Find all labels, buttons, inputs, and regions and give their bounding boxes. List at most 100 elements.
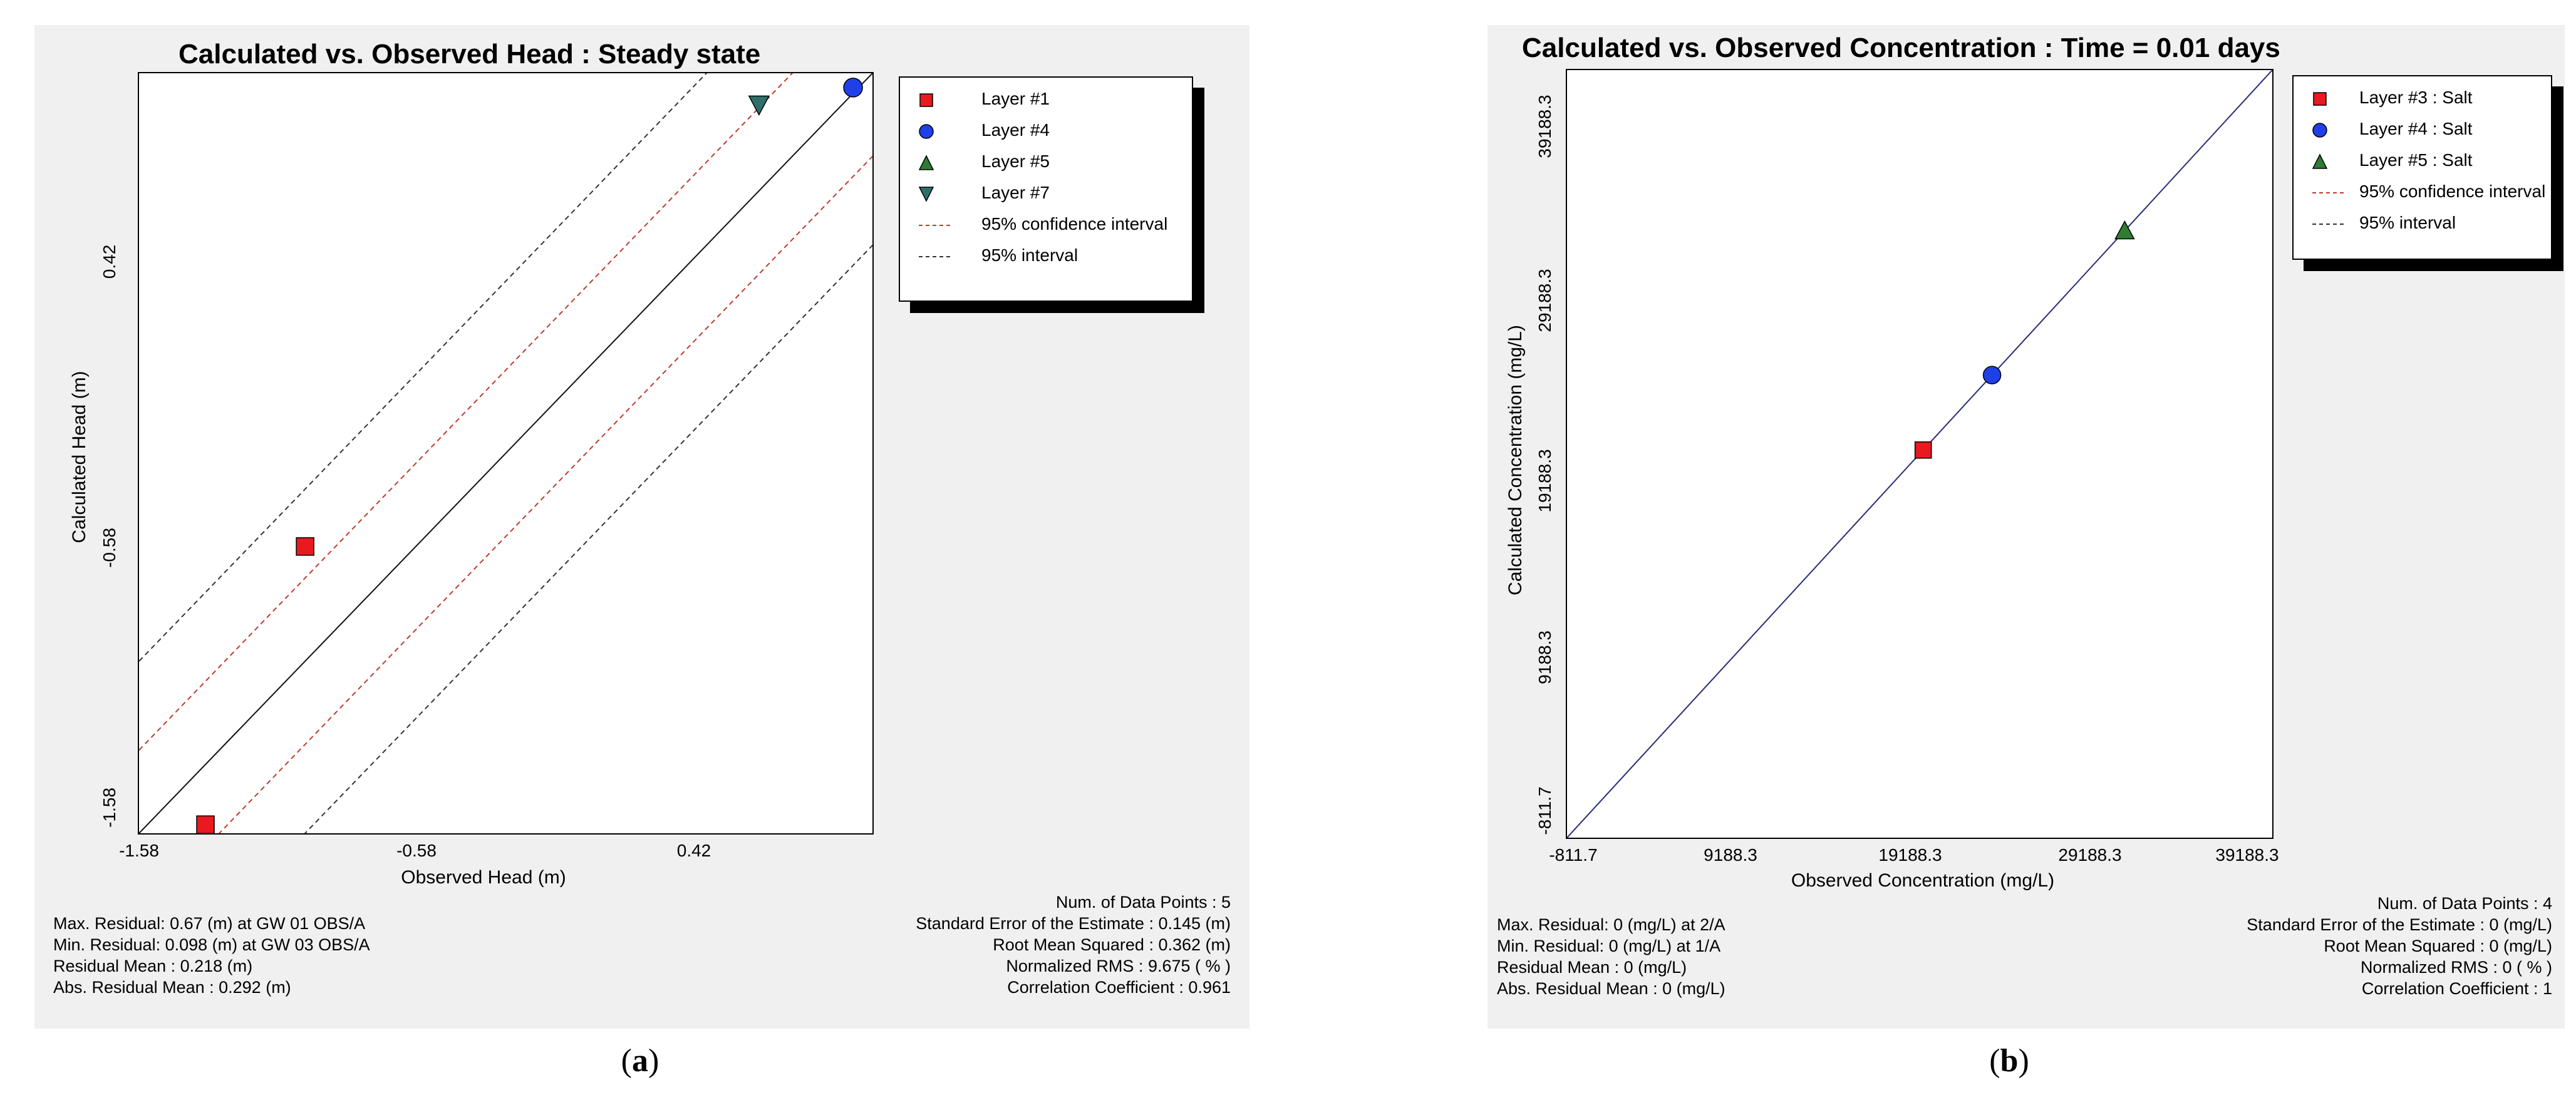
plot-area	[1566, 69, 2273, 839]
chart-title: Calculated vs. Observed Concentration : …	[1522, 33, 2280, 63]
caption-letter: b	[2000, 1043, 2019, 1079]
legend: Layer #1 Layer #4 Layer #5 Layer #7 95% …	[899, 76, 1193, 302]
legend-label: Layer #5 : Salt	[2359, 150, 2473, 170]
legend-label: Layer #5	[981, 152, 1050, 171]
legend-label: Layer #7	[981, 183, 1050, 202]
stat-line: Residual Mean : 0.218 (m)	[53, 957, 253, 975]
stat-line: Num. of Data Points : 4	[2377, 894, 2552, 913]
legend-item: Layer #1	[900, 88, 1192, 113]
stats-left: Max. Residual: 0.67 (m) at GW 01 OBS/A M…	[53, 913, 370, 998]
chart-panel-a: Calculated vs. Observed Head : Steady st…	[34, 25, 1249, 1029]
data-point-circle	[1982, 366, 2002, 384]
caption-a: (a)	[621, 1043, 660, 1079]
stats-right: Num. of Data Points : 4 Standard Error o…	[2247, 893, 2552, 999]
stat-line: Min. Residual: 0.098 (m) at GW 03 OBS/A	[53, 935, 370, 954]
legend-label: Layer #1	[981, 89, 1050, 108]
stat-line: Root Mean Squared : 0 (mg/L)	[2324, 937, 2552, 955]
legend-item: Layer #4 : Salt	[2294, 118, 2551, 143]
data-point-triangle-down	[748, 95, 770, 116]
dashed-line-icon	[919, 256, 950, 257]
data-point-triangle-up	[2114, 220, 2135, 240]
stat-line: Num. of Data Points : 5	[1055, 893, 1231, 912]
stat-line: Root Mean Squared : 0.362 (m)	[993, 935, 1231, 954]
triangle-up-marker-icon	[2312, 153, 2328, 169]
dashed-line-icon	[2312, 224, 2344, 225]
legend-label: Layer #4	[981, 120, 1050, 140]
data-point-circle	[843, 78, 863, 98]
triangle-down-marker-icon	[918, 187, 934, 202]
caption-b: (b)	[1989, 1043, 2029, 1079]
stat-line: Standard Error of the Estimate : 0 (mg/L…	[2247, 915, 2552, 934]
legend-label: Layer #3 : Salt	[2359, 88, 2473, 107]
interval-line	[139, 73, 794, 751]
stat-line: Standard Error of the Estimate : 0.145 (…	[916, 914, 1231, 933]
triangle-up-marker-icon	[918, 155, 934, 170]
stats-right: Num. of Data Points : 5 Standard Error o…	[916, 892, 1231, 998]
stat-line: Max. Residual: 0 (mg/L) at 2/A	[1497, 915, 1725, 934]
x-tick-label: 39188.3	[2215, 845, 2279, 865]
x-axis-label: Observed Head (m)	[401, 867, 566, 888]
legend: Layer #3 : Salt Layer #4 : Salt Layer #5…	[2292, 75, 2552, 260]
plot-content	[139, 73, 872, 833]
x-tick-label: -811.7	[1549, 845, 1598, 865]
y-tick-label: 39188.3	[1535, 95, 1554, 158]
chart-title: Calculated vs. Observed Head : Steady st…	[178, 39, 761, 69]
data-point-square	[1914, 441, 1932, 459]
y-axis-label: Calculated Head (m)	[69, 371, 90, 543]
stat-line: Abs. Residual Mean : 0 (mg/L)	[1497, 979, 1725, 998]
x-tick-label: 0.42	[676, 841, 711, 860]
legend-item: Layer #5	[900, 150, 1192, 175]
legend-item: 95% interval	[2294, 212, 2551, 237]
legend-label: 95% interval	[2359, 213, 2456, 232]
legend-item: Layer #4	[900, 119, 1192, 144]
x-tick-label: 29188.3	[2058, 845, 2122, 865]
square-marker-icon	[2313, 92, 2327, 106]
y-tick-label: 9188.3	[1535, 630, 1554, 684]
x-tick-label: -1.58	[119, 841, 159, 860]
legend-item: Layer #5 : Salt	[2294, 149, 2551, 174]
circle-marker-icon	[919, 124, 934, 139]
scatter-plot	[1567, 70, 2272, 838]
chart-panel-b: Calculated vs. Observed Concentration : …	[1487, 25, 2565, 1029]
stat-line: Min. Residual: 0 (mg/L) at 1/A	[1497, 937, 1721, 955]
x-axis-label: Observed Concentration (mg/L)	[1791, 870, 2055, 891]
data-point-square	[196, 815, 215, 835]
stats-left: Max. Residual: 0 (mg/L) at 2/A Min. Resi…	[1497, 914, 1725, 999]
y-tick-label: 0.42	[100, 244, 119, 279]
y-tick-label: 29188.3	[1535, 269, 1554, 332]
scatter-plot	[139, 73, 872, 835]
interval-line	[304, 245, 872, 833]
stat-line: Normalized RMS : 0 ( % )	[2360, 958, 2552, 977]
interval-line	[218, 156, 872, 833]
legend-label: Layer #4 : Salt	[2359, 119, 2473, 138]
stat-line: Correlation Coefficient : 0.961	[1007, 978, 1231, 997]
legend-item: Layer #7	[900, 182, 1192, 207]
circle-marker-icon	[2312, 123, 2327, 138]
stat-line: Residual Mean : 0 (mg/L)	[1497, 958, 1687, 977]
caption-letter: a	[632, 1043, 648, 1079]
square-marker-icon	[919, 93, 933, 107]
plot-area	[138, 72, 874, 835]
y-tick-label: -811.7	[1535, 786, 1554, 835]
one-to-one-line	[139, 73, 872, 833]
stat-line: Abs. Residual Mean : 0.292 (m)	[53, 978, 291, 997]
x-tick-label: 19188.3	[1878, 845, 1942, 865]
y-tick-label: 19188.3	[1535, 449, 1554, 513]
data-point-square	[296, 537, 314, 556]
x-tick-label: -0.58	[396, 841, 437, 860]
legend-item: 95% confidence interval	[2294, 180, 2551, 205]
legend-label: 95% confidence interval	[2359, 182, 2546, 201]
dashed-line-icon	[2312, 192, 2344, 193]
y-tick-label: -1.58	[100, 788, 119, 828]
legend-item: 95% interval	[900, 244, 1192, 269]
x-tick-label: 9188.3	[1704, 845, 1757, 865]
stat-line: Max. Residual: 0.67 (m) at GW 01 OBS/A	[53, 914, 366, 933]
stat-line: Correlation Coefficient : 1	[2361, 979, 2552, 998]
legend-item: Layer #3 : Salt	[2294, 86, 2551, 111]
dashed-line-icon	[919, 225, 950, 226]
stat-line: Normalized RMS : 9.675 ( % )	[1006, 957, 1231, 975]
y-axis-label: Calculated Concentration (mg/L)	[1505, 325, 1526, 595]
y-tick-label: -0.58	[100, 528, 119, 568]
legend-label: 95% confidence interval	[981, 214, 1168, 234]
legend-label: 95% interval	[981, 245, 1079, 265]
